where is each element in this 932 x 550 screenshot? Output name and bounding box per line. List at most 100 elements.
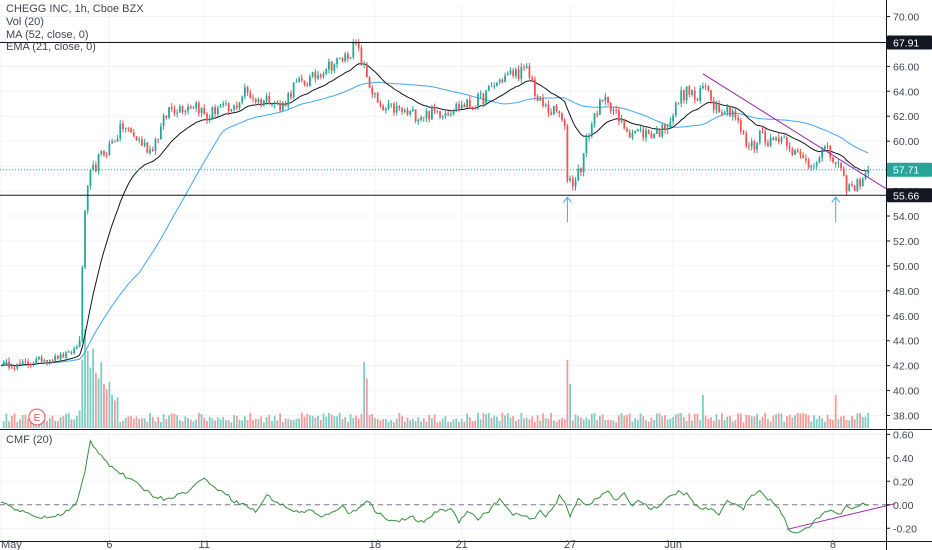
candle-body [563,119,566,126]
volume-bar [555,421,558,428]
candle-body [704,86,707,87]
candle-body [699,88,702,101]
volume-bar [669,418,672,428]
candle-body [216,107,219,114]
volume-bar [108,381,111,428]
last-price-label: 57.71 [893,165,919,177]
ema-indicator-label[interactable]: EMA (21, close, 0) [6,41,96,53]
candle-body [130,128,132,133]
candle-body [384,108,387,111]
candle-body [357,42,360,48]
candle-body [664,124,666,130]
volume-bar [642,416,645,428]
candle-body [103,151,105,155]
candle-body [422,117,425,119]
volume-bar [742,422,745,428]
candle-body [742,131,745,134]
volume-bar [853,419,856,428]
volume-bar [300,412,303,428]
volume-bar [612,420,615,428]
candle-body [62,354,65,358]
volume-bar [758,420,761,428]
volume-bar [390,419,393,428]
volume-bar [254,418,257,428]
volume-bar [550,412,553,428]
volume-bar [162,414,165,428]
volume-bar [319,419,322,428]
candle-body [86,185,89,211]
candle-body [734,111,737,118]
volume-bar [696,413,699,428]
candle-body [38,357,40,360]
volume-bar [452,419,455,428]
volume-bar [130,416,132,428]
candle-body [203,108,206,114]
volume-bar [466,413,469,428]
candle-body [490,86,493,87]
volume-bar [143,418,146,428]
candle-body [756,142,758,150]
candle-body [244,87,246,97]
volume-bar [561,418,563,428]
candle-body [211,107,214,119]
candle-body [97,154,100,172]
volume-bar [520,413,523,428]
cmf-line-layer [0,438,869,534]
volume-bar [287,418,290,428]
candle-body [254,99,257,103]
volume-bar [59,417,62,428]
volume-bar [807,415,810,428]
volume-bar [146,421,149,428]
volume-bar [867,413,870,428]
volume-bar [780,413,783,428]
candle-body [783,137,786,139]
candle-body [300,78,303,81]
volume-bar [626,415,628,428]
candle-body [466,99,469,108]
candle-body [558,111,561,114]
candle-body [496,82,498,87]
volume-bar [2,421,5,428]
candle-body [479,93,482,95]
candle-body [252,98,254,100]
candle-body [341,58,344,62]
volume-bar [208,416,211,428]
volume-bar [341,418,344,428]
candle-body [729,106,731,117]
candle-body [509,70,512,74]
volume-bar [623,415,626,428]
candle-body [550,112,553,115]
cmf-indicator-label[interactable]: CMF (20) [6,434,53,446]
volume-bar [672,417,674,428]
volume-bar [504,415,506,428]
vol-indicator-label[interactable]: Vol (20) [6,16,44,28]
candle-body [531,77,534,80]
volume-bar [244,416,246,428]
candle-body [788,146,791,149]
volume-bar [436,422,439,428]
candle-body [238,102,241,108]
candle-body [374,93,376,95]
price-tick-label: 60.00 [893,136,919,148]
volume-bar [5,413,8,428]
volume-bar [823,421,826,428]
candle-body [525,66,528,68]
candle-body [309,76,311,86]
volume-bar [569,384,571,428]
candle-body [241,96,244,103]
ma-indicator-label[interactable]: MA (52, close, 0) [6,29,89,41]
volume-bar [401,416,403,428]
candle-body [845,175,848,192]
volume-bar [189,419,192,428]
volume-bar [16,421,19,428]
candle-body [265,95,268,101]
earnings-badge[interactable] [28,408,46,426]
volume-bar [292,420,295,428]
candle-body [617,110,620,122]
candle-body [21,361,24,365]
volume-bar [731,421,734,428]
trendlines [562,73,896,530]
volume-bar [124,418,127,428]
volume-bar [829,418,832,428]
